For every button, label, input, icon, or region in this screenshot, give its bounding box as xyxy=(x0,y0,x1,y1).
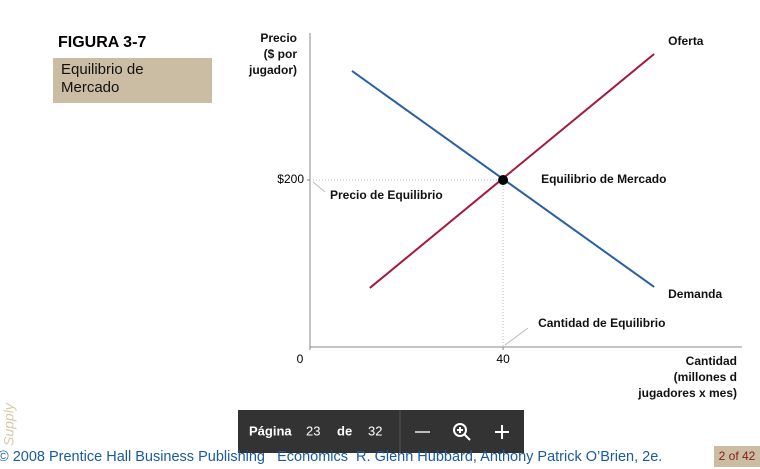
footer-credit: © 2008 Prentice Hall Business Publishing… xyxy=(0,449,662,465)
series-line xyxy=(369,53,655,289)
x-tick-label: 0 xyxy=(297,352,304,366)
x-axis-title: jugadores x mes) xyxy=(637,386,737,400)
y-axis-title: jugador) xyxy=(248,63,297,77)
legend-label: Demanda xyxy=(668,287,722,301)
zoom-in-button[interactable] xyxy=(495,425,509,439)
caption-wrap: Equilibrio de Mercado xyxy=(61,61,144,96)
leader-line xyxy=(312,181,326,193)
annotation: Precio de Equilibrio xyxy=(330,188,443,202)
page-number[interactable]: 23 xyxy=(306,423,320,438)
watermark: Supply xyxy=(1,402,17,446)
annotation: Cantidad de Equilibrio xyxy=(538,316,665,330)
figure-number: FIGURA 3-7 xyxy=(58,34,146,51)
page-total: 32 xyxy=(368,423,382,438)
slide-counter: 2 of 42 xyxy=(719,449,756,463)
x-axis-title: (millones d xyxy=(674,370,737,384)
x-tick-label: 40 xyxy=(496,352,510,366)
caption-box xyxy=(53,58,212,103)
leader-line xyxy=(504,327,529,346)
page-of: de xyxy=(337,423,352,438)
equilibrium-label: Equilibrio de Mercado xyxy=(541,172,666,186)
x-axis-title: Cantidad xyxy=(686,354,737,368)
zoom-button[interactable] xyxy=(453,423,471,441)
slide-counter-box xyxy=(714,446,760,467)
page-label: Página xyxy=(249,423,292,438)
y-tick-label: $200 xyxy=(277,172,304,186)
legend-label: Oferta xyxy=(668,34,704,48)
toolbar xyxy=(238,410,524,453)
chart: Precio ($ por jugador) Cantidad (millones d j… xyxy=(248,31,742,400)
y-axis-title: Precio xyxy=(260,31,297,45)
equilibrium-point xyxy=(498,174,509,185)
figure-caption: Equilibrio de Mercado xyxy=(61,61,144,96)
y-axis-title: ($ por xyxy=(264,47,298,61)
